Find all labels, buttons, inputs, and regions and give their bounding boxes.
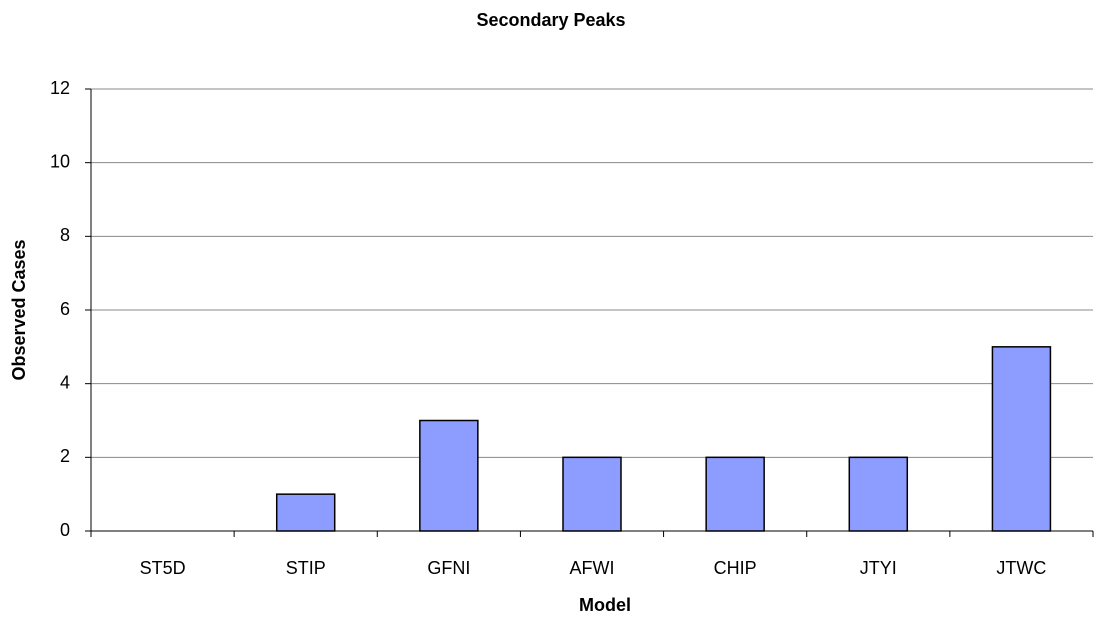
bar xyxy=(419,419,479,532)
x-tick-label: JTYI xyxy=(860,558,897,578)
y-tick-label: 12 xyxy=(50,78,70,98)
bar xyxy=(848,456,909,532)
y-tick-label: 8 xyxy=(60,225,70,245)
x-tick-label: GFNI xyxy=(427,558,470,578)
x-axis-label: Model xyxy=(579,595,631,615)
y-tick-label: 10 xyxy=(50,151,70,171)
bar xyxy=(991,346,1052,532)
chart-title: Secondary Peaks xyxy=(476,10,625,30)
bar xyxy=(275,493,336,532)
y-axis-label: Observed Cases xyxy=(9,239,29,380)
y-tick-label: 6 xyxy=(60,299,70,319)
bar xyxy=(562,456,622,532)
x-tick-label: AFWI xyxy=(570,558,615,578)
x-tick-label: JTWC xyxy=(996,558,1046,578)
y-tick-label: 4 xyxy=(60,372,70,392)
x-tick-label: CHIP xyxy=(714,558,757,578)
bar xyxy=(705,456,765,532)
x-tick-label: ST5D xyxy=(140,558,186,578)
y-tick-label: 0 xyxy=(60,520,70,540)
x-tick-label: STIP xyxy=(286,558,326,578)
y-tick-label: 2 xyxy=(60,446,70,466)
